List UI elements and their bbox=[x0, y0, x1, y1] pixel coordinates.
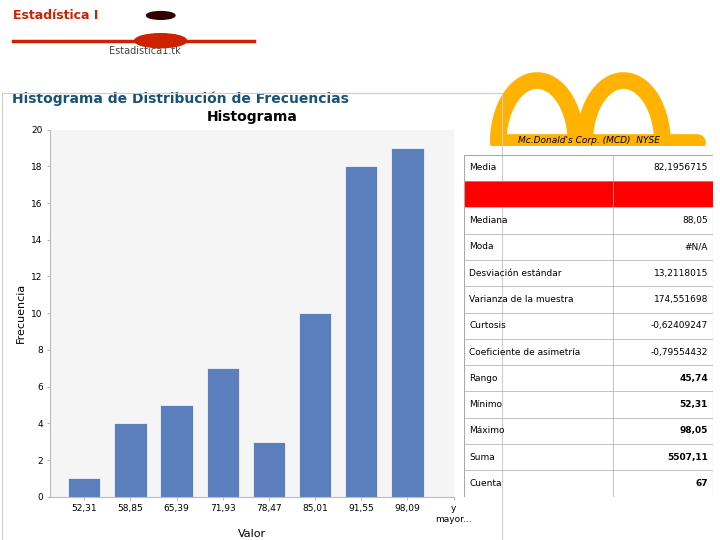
Text: Mediana: Mediana bbox=[469, 216, 508, 225]
Text: 98,05: 98,05 bbox=[680, 427, 708, 435]
Text: 174,551698: 174,551698 bbox=[654, 295, 708, 304]
Text: Estadistica1.tk: Estadistica1.tk bbox=[109, 45, 181, 56]
Bar bbox=[299, 313, 331, 497]
Text: Histograma de Distribución de Frecuencias: Histograma de Distribución de Frecuencia… bbox=[12, 92, 348, 106]
Text: 45,74: 45,74 bbox=[679, 374, 708, 383]
Text: Media: Media bbox=[469, 163, 497, 172]
Text: Universidad Alejandro de Humboldt: Universidad Alejandro de Humboldt bbox=[285, 26, 620, 44]
Circle shape bbox=[135, 33, 186, 48]
Text: Rango: Rango bbox=[469, 374, 498, 383]
Text: Estadística I: Estadística I bbox=[13, 9, 99, 22]
Bar bbox=[391, 148, 423, 497]
Bar bbox=[161, 405, 193, 497]
Circle shape bbox=[146, 11, 175, 19]
Text: Mc.Donald's Corp. (MCD)  NYSE: Mc.Donald's Corp. (MCD) NYSE bbox=[518, 136, 660, 145]
Text: Desviación estándar: Desviación estándar bbox=[469, 268, 562, 278]
Text: 67: 67 bbox=[696, 479, 708, 488]
Bar bbox=[114, 423, 147, 497]
Bar bbox=[207, 368, 239, 497]
Text: 5507,11: 5507,11 bbox=[667, 453, 708, 462]
Text: -0,62409247: -0,62409247 bbox=[651, 321, 708, 330]
Bar bbox=[345, 166, 377, 497]
Y-axis label: Frecuencia: Frecuencia bbox=[16, 283, 26, 343]
X-axis label: Valor: Valor bbox=[238, 529, 266, 539]
FancyBboxPatch shape bbox=[464, 181, 713, 207]
Text: Máximo: Máximo bbox=[469, 427, 505, 435]
Bar bbox=[253, 442, 285, 497]
Text: Curtosis: Curtosis bbox=[469, 321, 506, 330]
Text: Moda: Moda bbox=[469, 242, 494, 251]
Text: Mínimo: Mínimo bbox=[469, 400, 503, 409]
Text: 13,2118015: 13,2118015 bbox=[654, 268, 708, 278]
Title: Histograma: Histograma bbox=[207, 110, 297, 124]
Text: #N/A: #N/A bbox=[685, 242, 708, 251]
Text: 88,05: 88,05 bbox=[682, 216, 708, 225]
Text: 52,31: 52,31 bbox=[680, 400, 708, 409]
Text: Suma: Suma bbox=[469, 453, 495, 462]
Text: Cuenta: Cuenta bbox=[469, 479, 502, 488]
Text: Coeficiente de asimetría: Coeficiente de asimetría bbox=[469, 348, 580, 356]
Text: 82,1956715: 82,1956715 bbox=[654, 163, 708, 172]
Text: Varianza de la muestra: Varianza de la muestra bbox=[469, 295, 574, 304]
Text: -0,79554432: -0,79554432 bbox=[650, 348, 708, 356]
Bar bbox=[68, 478, 101, 497]
